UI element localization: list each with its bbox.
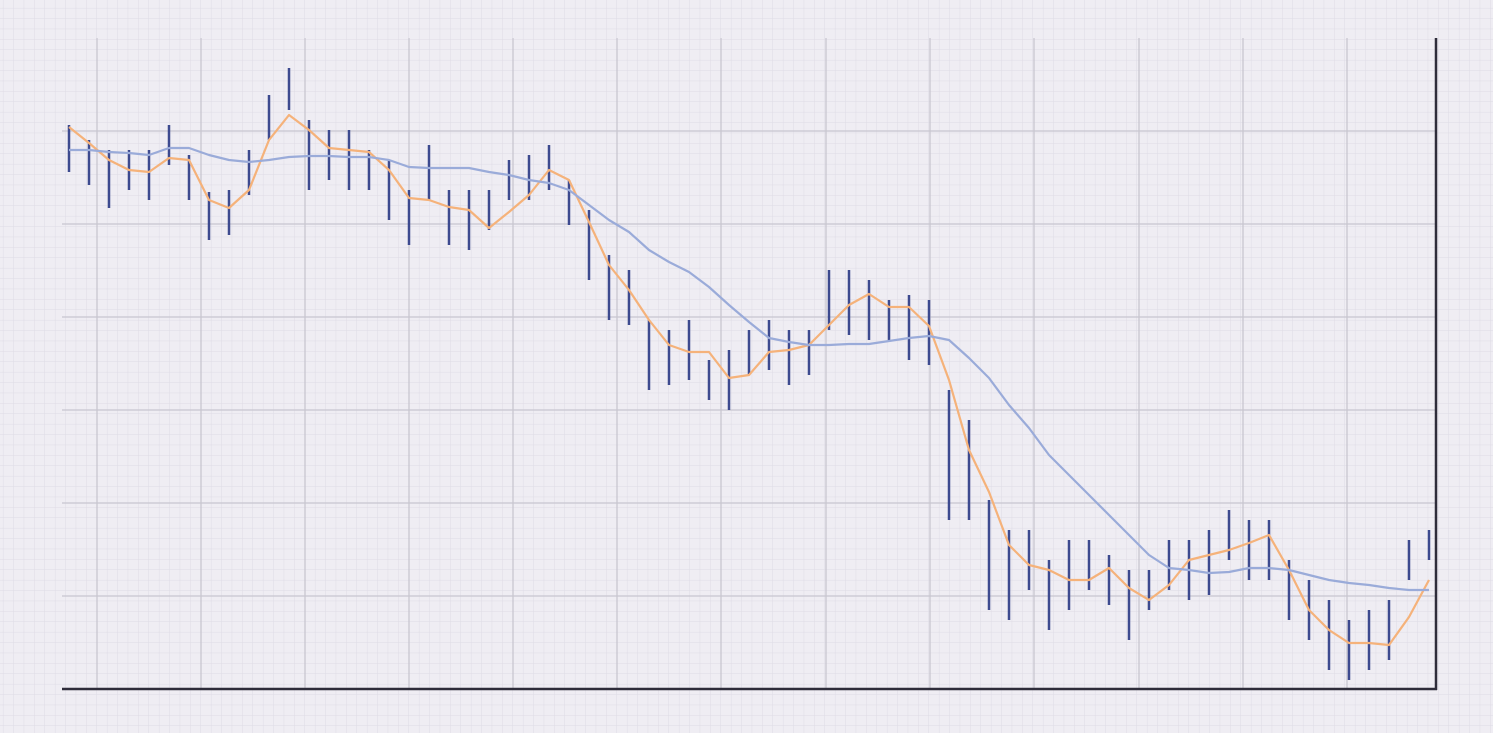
moving-average-line [69,146,1429,592]
moving-average-line [68,113,1430,647]
